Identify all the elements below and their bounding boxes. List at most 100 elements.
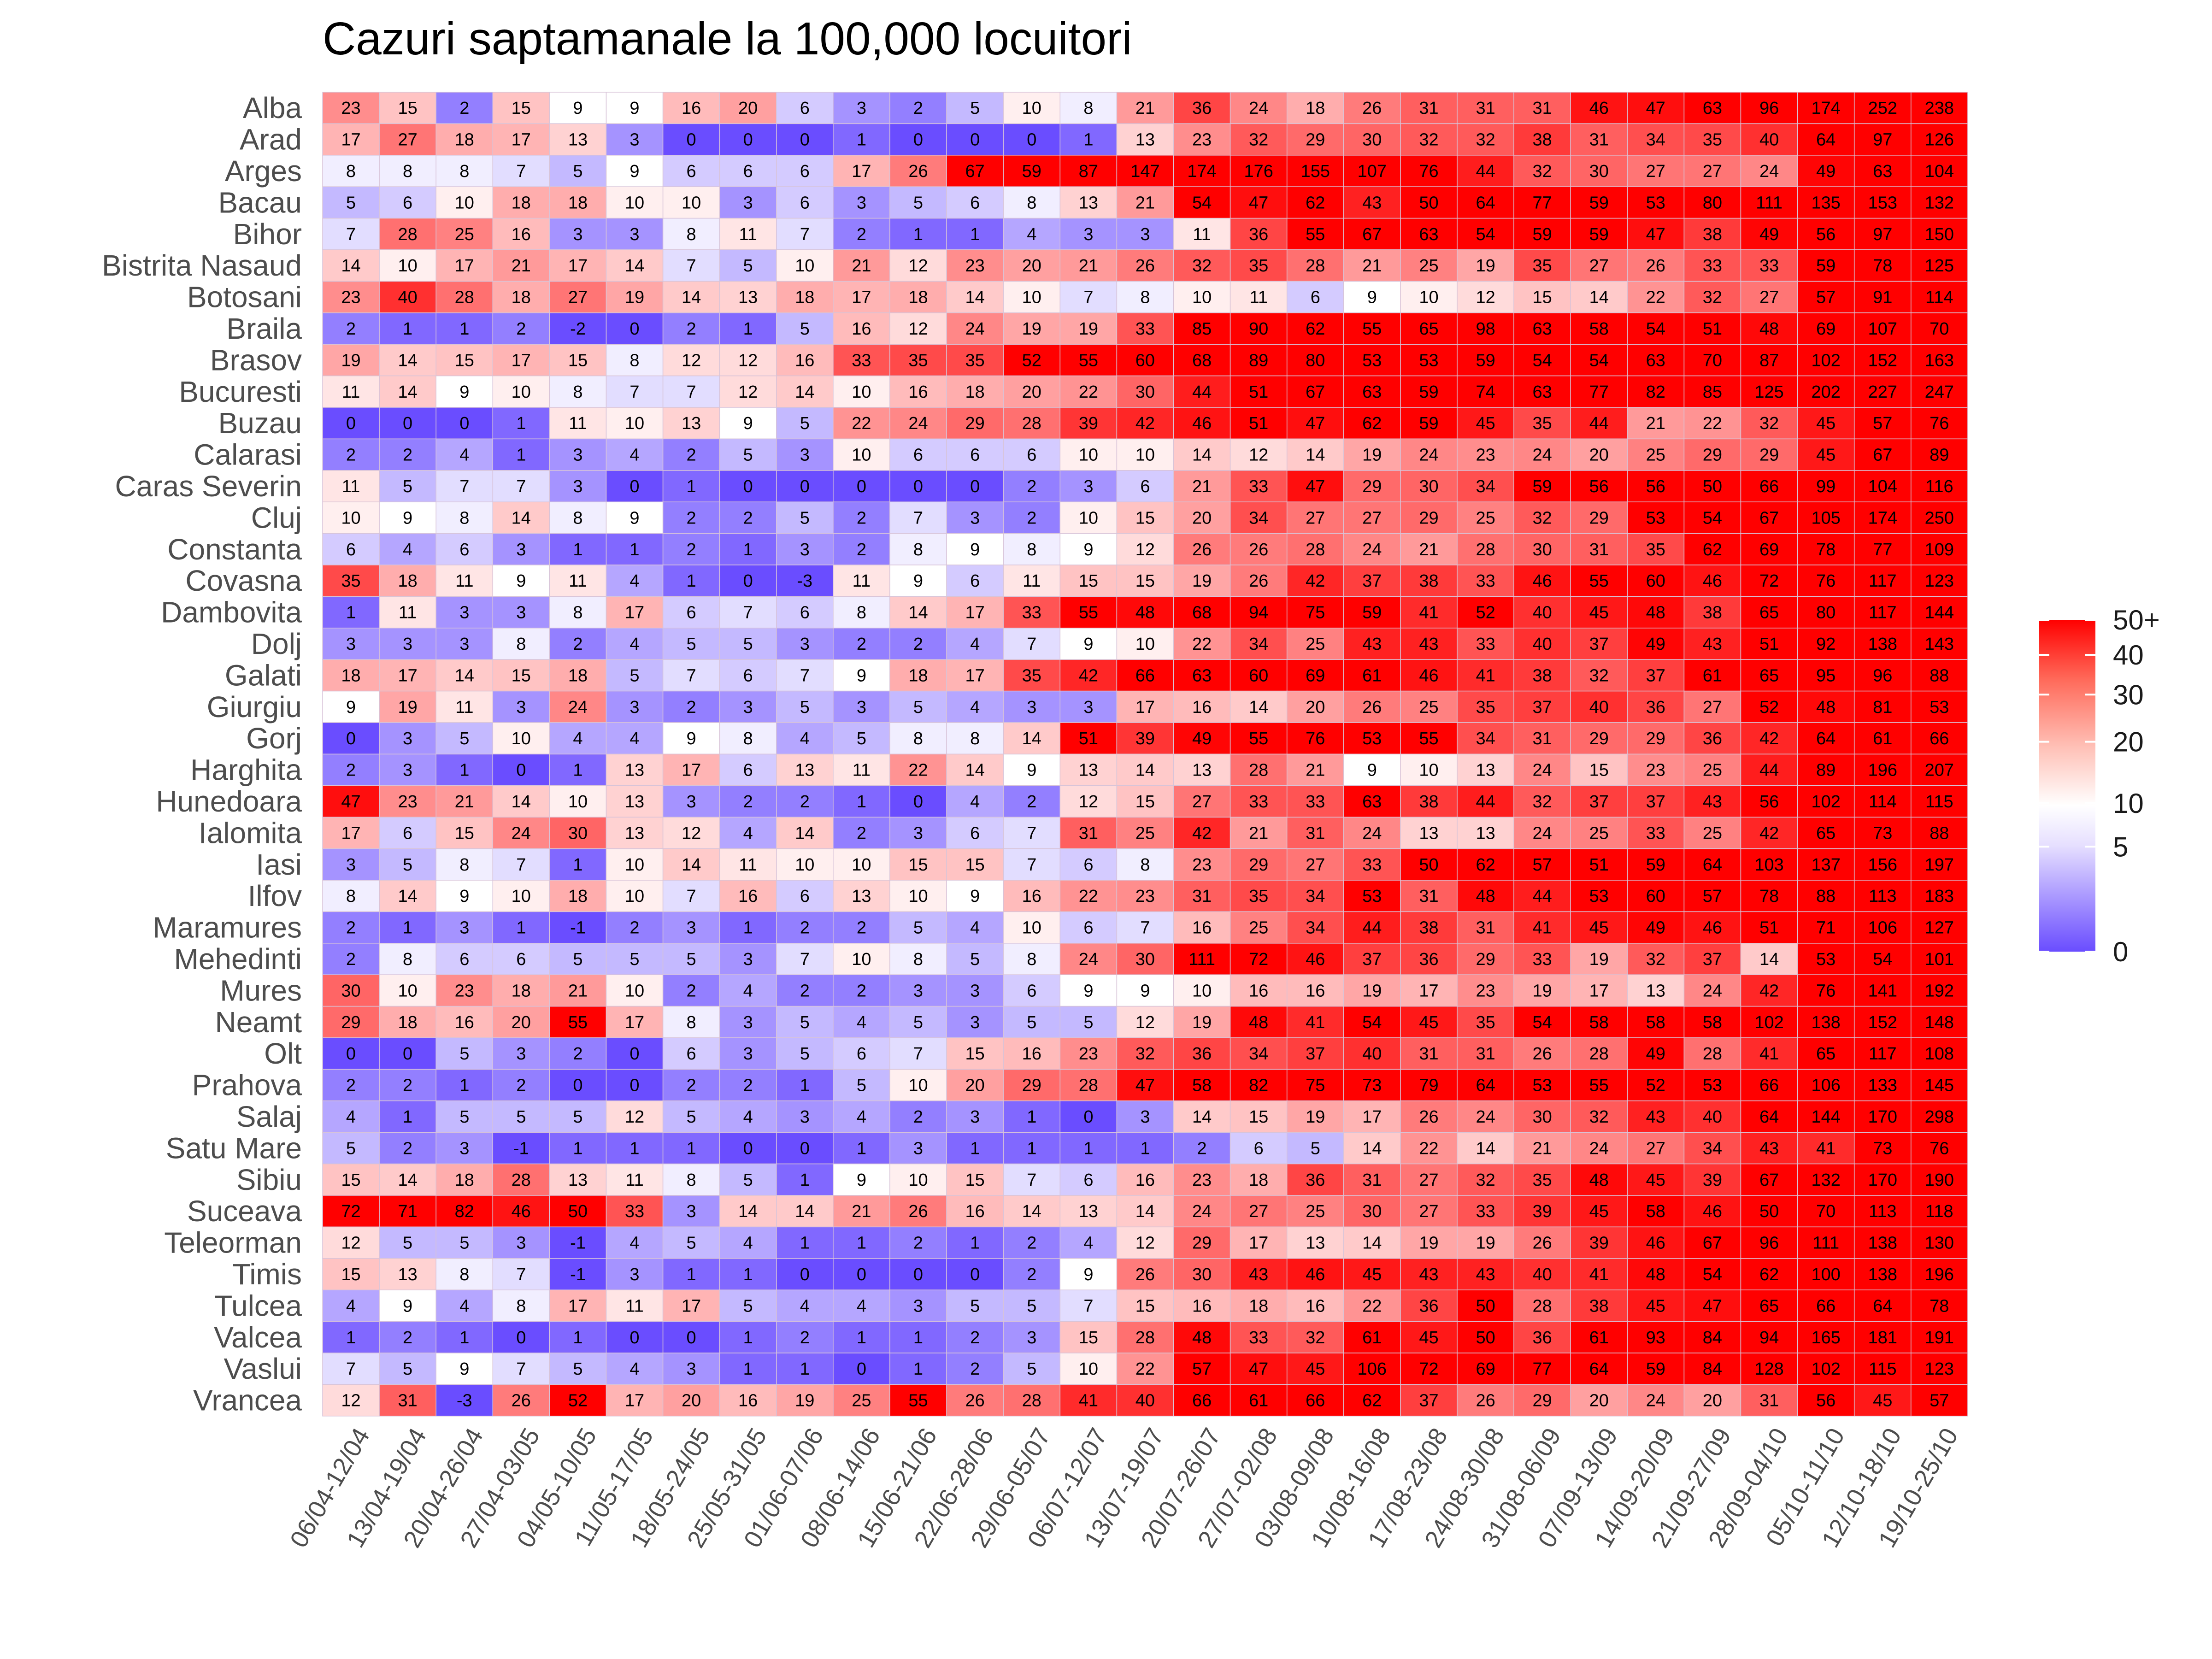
cell-value-label: 115 (1925, 792, 1953, 812)
cell-value-label: 67 (1873, 446, 1892, 465)
cell-value-label: 10 (852, 950, 871, 969)
cell-value-label: 13 (738, 288, 758, 307)
heatmap-cell (1400, 722, 1458, 755)
cell-value-label: 29 (1646, 729, 1665, 748)
heatmap-cell (435, 501, 494, 534)
cell-value-label: 14 (1589, 288, 1609, 307)
cell-value-label: 7 (1083, 1296, 1093, 1316)
cell-value-label: 21 (568, 981, 588, 1000)
cell-value-label: 24 (1476, 1107, 1495, 1127)
cell-value-label: 4 (857, 1107, 866, 1127)
heatmap-cell (1683, 123, 1741, 156)
heatmap-cell (1286, 312, 1344, 345)
cell-value-label: 9 (459, 1359, 469, 1379)
heatmap-cell (1911, 470, 1968, 502)
cell-value-label: 88 (1816, 887, 1835, 906)
heatmap-cell (946, 880, 1004, 912)
heatmap-cell (1116, 1353, 1174, 1385)
heatmap-cell (1400, 1163, 1458, 1196)
cell-value-label: 61 (1589, 1328, 1609, 1347)
heatmap-cell (1003, 123, 1061, 156)
cell-value-label: 46 (1306, 1265, 1325, 1284)
heatmap-cell (776, 785, 834, 818)
heatmap-cell (1513, 249, 1571, 282)
cell-value-label: 32 (1249, 130, 1268, 150)
cell-value-label: 72 (1419, 1359, 1438, 1379)
heatmap-cell (1059, 628, 1118, 660)
cell-value-label: 22 (1079, 887, 1098, 906)
cell-value-label: 36 (1646, 698, 1665, 717)
heatmap-cell (1400, 186, 1458, 219)
cell-value-label: 3 (743, 1044, 753, 1064)
cell-value-label: 59 (1816, 256, 1835, 276)
heatmap-cell (1059, 1195, 1118, 1228)
cell-value-label: 15 (1079, 1328, 1098, 1347)
heatmap-cell (379, 123, 436, 156)
cell-value-label: 37 (1362, 950, 1382, 969)
cell-value-label: 41 (1476, 666, 1495, 685)
cell-value-label: 57 (1873, 414, 1892, 433)
cell-value-label: 192 (1925, 981, 1954, 1000)
cell-value-label: 21 (1646, 414, 1665, 433)
heatmap-cell (719, 218, 777, 250)
cell-value-label: 197 (1925, 855, 1954, 875)
cell-value-label: 55 (908, 1391, 928, 1411)
cell-value-label: 22 (1362, 1296, 1382, 1316)
cell-value-label: 61 (1703, 666, 1722, 685)
cell-value-label: 17 (1362, 1107, 1382, 1127)
cell-value-label: 11 (455, 571, 473, 591)
heatmap-cell (1911, 1195, 1968, 1228)
heatmap-cell (1627, 1100, 1685, 1133)
heatmap-cell (435, 1289, 494, 1322)
cell-value-label: 43 (1476, 1265, 1495, 1284)
cell-value-label: 10 (341, 508, 360, 528)
cell-value-label: 48 (1759, 319, 1779, 339)
cell-value-label: 10 (852, 855, 871, 875)
cell-value-label: 32 (1703, 288, 1722, 307)
cell-value-label: 0 (857, 477, 866, 496)
heatmap-cell (1003, 1037, 1061, 1070)
cell-value-label: 51 (1759, 918, 1779, 938)
cell-value-label: 153 (1868, 193, 1897, 212)
heatmap-cell (1173, 1163, 1231, 1196)
cell-value-label: 176 (1244, 162, 1273, 181)
heatmap-cell (1343, 1069, 1401, 1101)
cell-value-label: 5 (1027, 1359, 1036, 1379)
cell-value-label: 17 (852, 288, 871, 307)
cell-value-label: 9 (1367, 288, 1377, 307)
cell-value-label: 10 (512, 887, 531, 906)
cell-value-label: 15 (568, 351, 588, 370)
cell-value-label: 38 (1419, 792, 1438, 812)
cell-value-label: 48 (1646, 1265, 1665, 1284)
heatmap-cell (1059, 501, 1118, 534)
heatmap-cell (1911, 186, 1968, 219)
cell-value-label: 8 (913, 950, 923, 969)
heatmap-cell (1116, 470, 1174, 502)
cell-value-label: 47 (1249, 193, 1268, 212)
cell-value-label: 19 (1589, 950, 1609, 969)
cell-value-label: 0 (459, 414, 469, 433)
heatmap-cell (1740, 501, 1798, 534)
cell-value-label: 6 (1083, 855, 1093, 875)
cell-value-label: 9 (1140, 981, 1150, 1000)
heatmap-cell (889, 817, 947, 849)
heatmap-cell (1343, 565, 1401, 597)
heatmap-cell (1286, 249, 1344, 282)
cell-value-label: 59 (1646, 1359, 1665, 1379)
heatmap-cell (1911, 1353, 1968, 1385)
heatmap-cell (606, 722, 664, 755)
cell-value-label: 60 (1646, 571, 1665, 591)
cell-value-label: 64 (1873, 1296, 1892, 1316)
cell-value-label: 144 (1925, 603, 1954, 623)
cell-value-label: 3 (913, 981, 923, 1000)
heatmap-cell (1570, 1100, 1628, 1133)
cell-value-label: 28 (1079, 1076, 1098, 1095)
cell-value-label: 12 (908, 319, 928, 339)
heatmap-cell (1230, 911, 1288, 944)
heatmap-cell (1003, 186, 1061, 219)
cell-value-label: 96 (1759, 1234, 1779, 1253)
cell-value-label: 15 (455, 824, 474, 843)
heatmap-cell (1343, 123, 1401, 156)
cell-value-label: 2 (573, 635, 582, 654)
cell-value-label: 30 (1419, 477, 1438, 496)
